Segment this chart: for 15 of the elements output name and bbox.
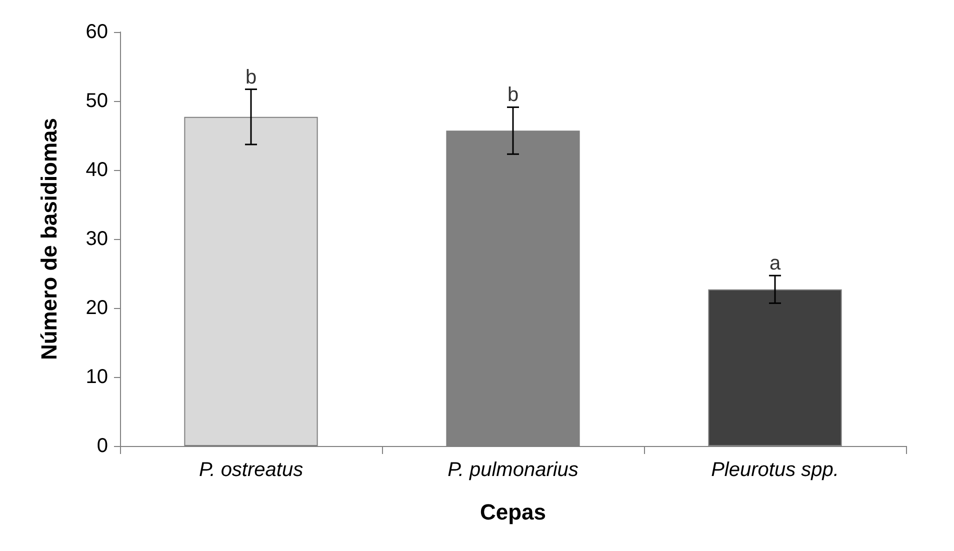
y-tick-label: 50 xyxy=(86,90,108,112)
y-tick-label: 20 xyxy=(86,297,108,319)
y-tick-label: 40 xyxy=(86,159,108,181)
y-axis-title: Número de basidiomas xyxy=(36,118,62,360)
x-tick-label: Pleurotus spp. xyxy=(711,459,839,481)
y-tick-label: 0 xyxy=(96,435,108,457)
annotation: a xyxy=(769,252,782,275)
x-tick-label: P. pulmonarius xyxy=(448,459,578,481)
x-tick-label: P. ostreatus xyxy=(198,459,304,481)
annotation: b xyxy=(245,66,257,88)
y-tick-label: 60 xyxy=(86,21,108,43)
x-axis-title: Cepas xyxy=(480,500,546,524)
annotation: b xyxy=(507,84,519,106)
y-tick-label: 30 xyxy=(86,228,108,250)
y-tick-label: 10 xyxy=(86,366,108,388)
